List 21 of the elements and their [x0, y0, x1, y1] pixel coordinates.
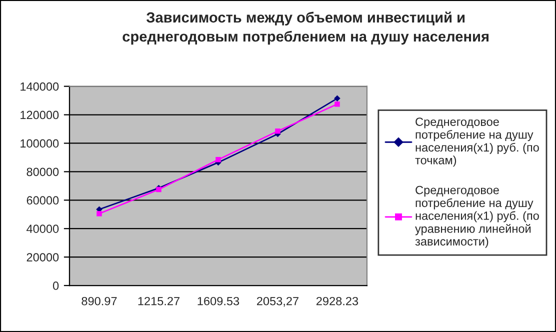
- y-tick-label: 20000: [26, 253, 59, 262]
- chart-title: Зависимость между объемом инвестиций и среднегодовым потреблением на душу населения: [122, 12, 488, 45]
- y-tick-label: 40000: [26, 224, 59, 233]
- point: [96, 211, 102, 216]
- y-tick-label: 80000: [26, 168, 59, 176]
- x-tick-label: 2053,27: [256, 296, 298, 307]
- x-tick-label: 2928.23: [316, 296, 358, 306]
- point: [216, 156, 221, 162]
- legend-label: Среднегодовое потребление на душу населения(x1) руб. (по точкам): [415, 118, 539, 167]
- y-tick-label: 140000: [20, 82, 59, 91]
- point: [275, 128, 280, 134]
- point: [334, 101, 340, 107]
- x-tick-label: 1215.27: [138, 296, 180, 306]
- x-tick-label: 1609.53: [198, 296, 240, 306]
- x-tick-label: 890.97: [82, 296, 117, 306]
- legend-label: Среднегодовое потребление на душу населения(x1) руб. (по уравнению линейной зависимости): [415, 186, 539, 248]
- y-tick-label: 100000: [20, 139, 59, 148]
- y-tick-label: 0: [52, 282, 59, 290]
- point: [334, 95, 340, 102]
- y-tick-label: 60000: [26, 196, 59, 205]
- y-tick-label: 120000: [20, 110, 59, 120]
